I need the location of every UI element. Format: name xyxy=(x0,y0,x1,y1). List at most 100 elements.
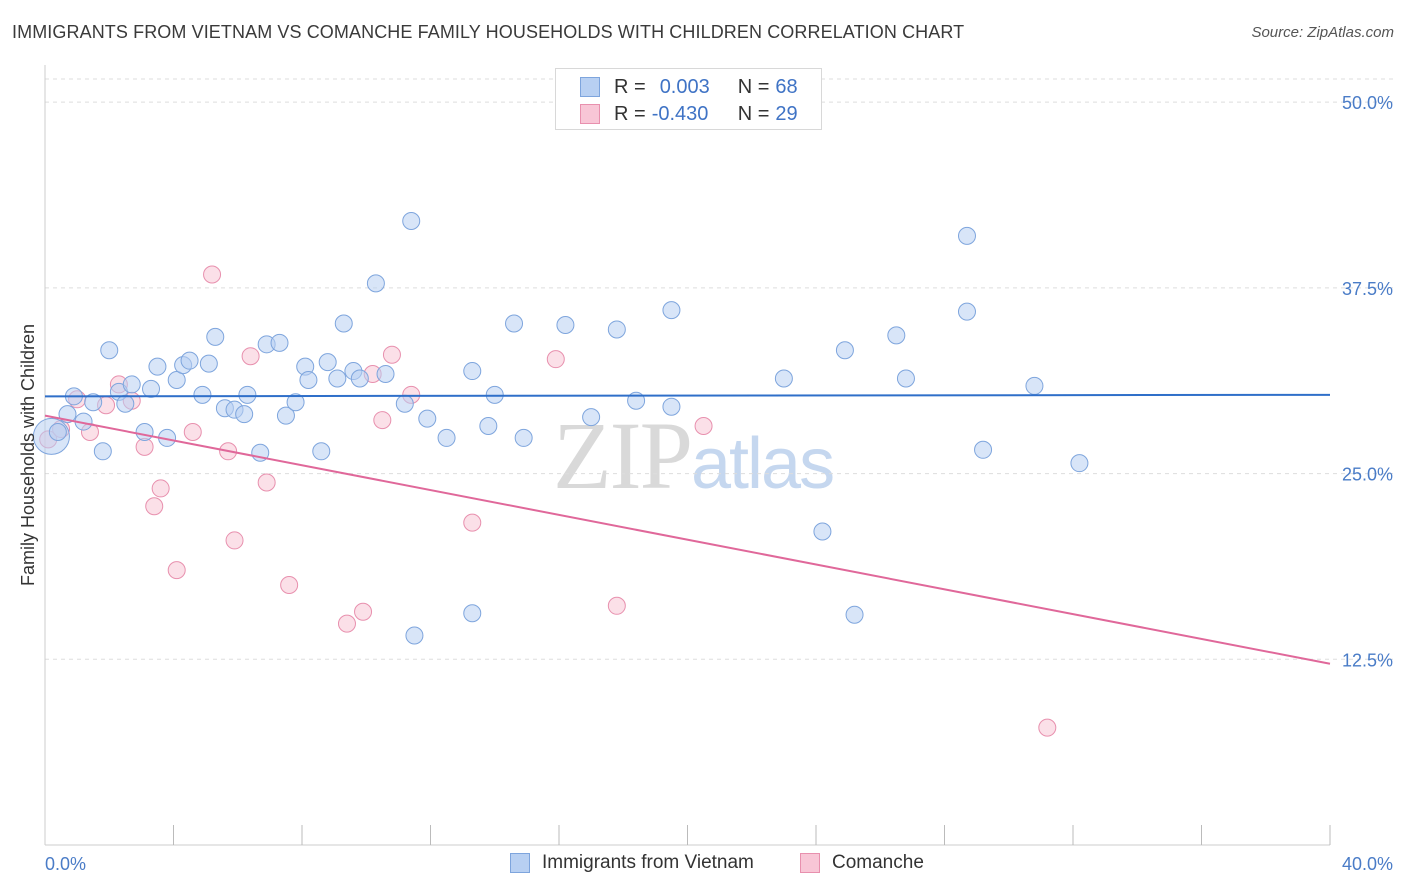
comanche-point xyxy=(382,345,401,364)
vietnam-point xyxy=(774,369,793,388)
vietnam-point xyxy=(350,369,369,388)
comanche-point xyxy=(280,576,299,594)
vietnam-points xyxy=(32,212,1089,645)
comanche-point xyxy=(241,347,260,366)
comanche-point xyxy=(183,422,202,441)
legend-n-label: N = xyxy=(737,102,770,125)
vietnam-point xyxy=(662,397,681,416)
legend-r-value: -0.430 xyxy=(651,102,709,125)
vietnam-point xyxy=(1070,454,1089,473)
vietnam-point xyxy=(148,357,167,376)
comanche-point xyxy=(546,350,565,369)
comanche-point xyxy=(337,614,356,633)
vietnam-point xyxy=(418,409,437,428)
vietnam-point xyxy=(135,422,154,441)
comanche-point xyxy=(167,561,186,580)
vietnam-point xyxy=(607,320,626,339)
vietnam-point xyxy=(662,301,681,320)
comanche-point xyxy=(354,602,373,621)
vietnam-point xyxy=(48,422,67,441)
watermark-atlas: atlas xyxy=(691,424,835,504)
legend-swatch-vietnam xyxy=(580,77,600,97)
legend-n-value: 29 xyxy=(775,102,798,125)
axes xyxy=(44,65,1331,846)
comanche-trend-line xyxy=(44,414,1331,665)
vietnam-point xyxy=(299,370,318,389)
vietnam-point xyxy=(395,394,414,413)
legend-r-label: R = xyxy=(614,102,646,125)
source-credit: Source: ZipAtlas.com xyxy=(1251,24,1394,41)
x-tick-label: 0.0% xyxy=(45,854,86,874)
comanche-point xyxy=(607,596,626,615)
vietnam-point xyxy=(1025,376,1044,395)
vietnam-point xyxy=(582,408,601,427)
vietnam-point xyxy=(122,375,141,394)
vietnam-point xyxy=(813,522,832,541)
vietnam-point xyxy=(463,362,482,381)
chart-title: IMMIGRANTS FROM VIETNAM VS COMANCHE FAMI… xyxy=(12,22,965,42)
bottom-legend-swatch-vietnam xyxy=(510,853,530,873)
watermark-zip: ZIP xyxy=(553,402,693,509)
vietnam-point xyxy=(437,428,456,447)
vietnam-point xyxy=(206,327,225,346)
bottom-legend-swatch-comanche xyxy=(800,853,820,873)
vietnam-point xyxy=(312,442,331,461)
bottom-legend-label-vietnam: Immigrants from Vietnam xyxy=(542,852,754,873)
y-tick-label: 12.5% xyxy=(1342,650,1393,670)
vietnam-point xyxy=(376,365,395,384)
vietnam-point xyxy=(957,226,976,245)
vietnam-point xyxy=(93,442,112,461)
vietnam-point xyxy=(270,333,289,352)
legend-r-label: R = xyxy=(614,75,646,98)
vietnam-point xyxy=(286,393,305,412)
comanche-point xyxy=(151,479,170,498)
legend-n-label: N = xyxy=(737,75,770,98)
x-tick-label: 40.0% xyxy=(1342,854,1393,874)
vietnam-point xyxy=(887,326,906,345)
legend-swatch-comanche xyxy=(580,104,600,124)
comanche-point xyxy=(694,417,713,436)
axis-labels: 12.5% 25.0% 37.5% 50.0% 0.0% 40.0% Family Hous… xyxy=(18,93,1393,874)
vietnam-point xyxy=(334,314,353,333)
y-tick-label: 25.0% xyxy=(1342,465,1393,485)
comanche-point xyxy=(373,411,392,430)
legend-row-comanche: R = -0.430 N = 29 xyxy=(580,102,798,126)
vietnam-point xyxy=(193,385,212,404)
vietnam-point xyxy=(479,417,498,436)
legend-r-value: 0.003 xyxy=(659,75,710,98)
bottom-legend-vietnam: Immigrants from Vietnam xyxy=(510,852,754,874)
vietnam-point xyxy=(835,341,854,360)
vietnam-point xyxy=(276,406,295,425)
y-tick-label: 37.5% xyxy=(1342,279,1393,299)
comanche-point xyxy=(203,265,222,284)
vietnam-point xyxy=(896,369,915,388)
vietnam-point xyxy=(402,212,421,230)
comanche-point xyxy=(1038,718,1057,737)
comanche-point xyxy=(225,531,244,550)
bottom-legend-label-comanche: Comanche xyxy=(832,852,924,873)
legend-row-vietnam: R = 0.003 N = 68 xyxy=(580,75,798,99)
watermark: ZIPatlas xyxy=(553,400,835,511)
vietnam-point xyxy=(84,393,103,412)
comanche-point xyxy=(463,513,482,532)
vietnam-point xyxy=(366,274,385,293)
vietnam-point xyxy=(556,316,575,334)
vietnam-point xyxy=(505,314,524,333)
vietnam-point xyxy=(328,369,347,388)
correlation-legend: R = 0.003 N = 68 R = -0.430 N = 29 xyxy=(555,68,822,130)
vietnam-point xyxy=(167,370,186,389)
vietnam-point xyxy=(405,626,424,645)
vietnam-point xyxy=(957,302,976,321)
vietnam-point xyxy=(514,428,533,447)
comanche-point xyxy=(145,497,164,516)
vietnam-point xyxy=(974,440,993,459)
trend-lines xyxy=(44,393,1331,665)
bottom-legend-comanche: Comanche xyxy=(800,852,924,874)
comanche-point xyxy=(257,473,276,492)
vietnam-point xyxy=(142,379,161,398)
grid-lines xyxy=(45,78,1395,660)
vietnam-point xyxy=(100,341,119,360)
vietnam-point xyxy=(235,405,254,424)
vietnam-point xyxy=(116,394,135,413)
